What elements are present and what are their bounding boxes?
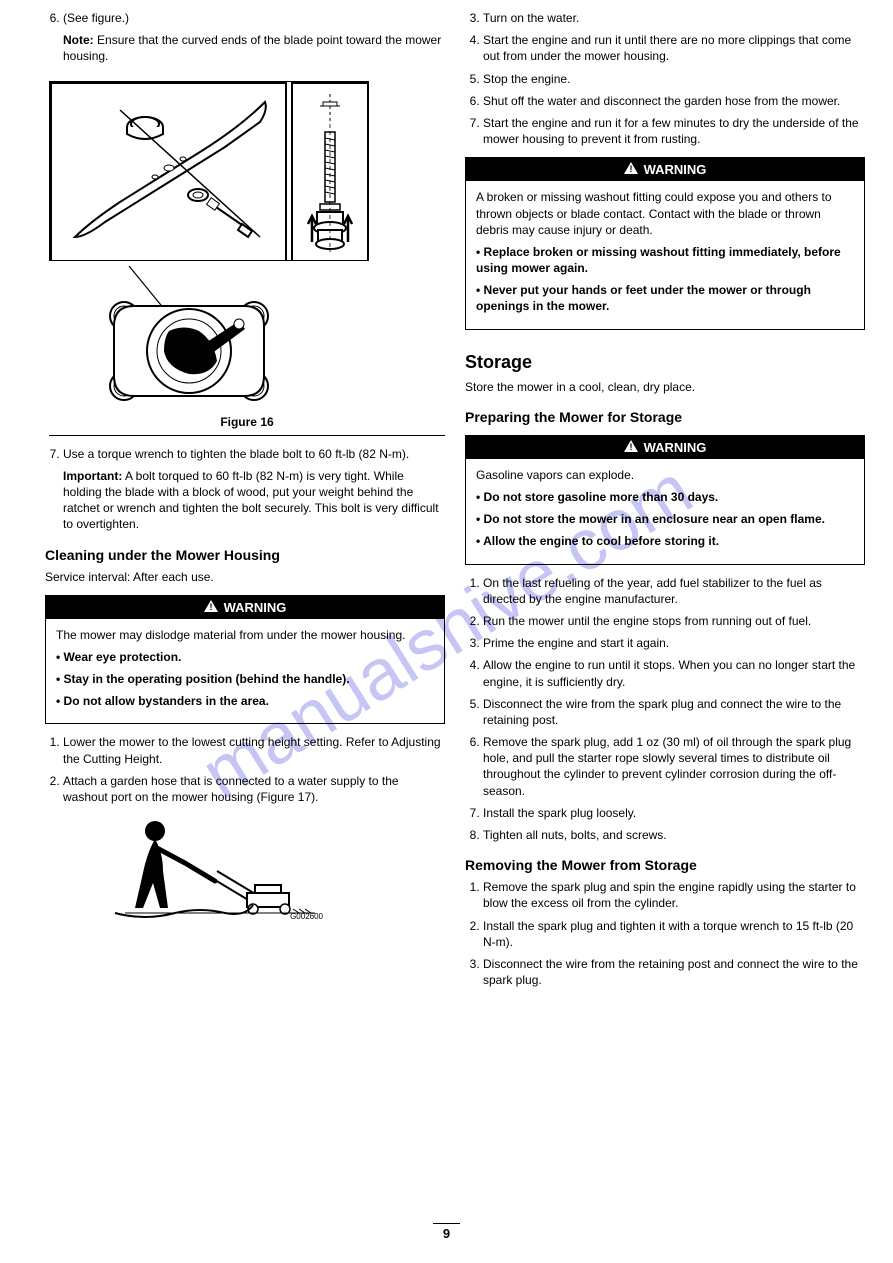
warning-3-body: Gasoline vapors can explode. • Do not st… xyxy=(466,459,864,564)
warning-1-b3: • Do not allow bystanders in the area. xyxy=(56,693,434,709)
svg-text:!: ! xyxy=(629,442,632,452)
page: manualshive.com (See figure.) Note: Ensu… xyxy=(0,0,893,1263)
note-label: Note: xyxy=(63,33,94,47)
clean-step-1: Lower the mower to the lowest cutting he… xyxy=(63,734,445,766)
prep-step-6: Remove the spark plug, add 1 oz (30 ml) … xyxy=(483,734,865,799)
warning-2-p1: A broken or missing washout fitting coul… xyxy=(476,189,854,238)
warning-3-header: ! WARNING xyxy=(466,436,864,459)
step-7: Use a torque wrench to tighten the blade… xyxy=(63,446,445,462)
left-steps-cont: (See figure.) xyxy=(45,10,445,26)
prep-step-7: Install the spark plug loosely. xyxy=(483,805,865,821)
cleaning-interval: Service interval: After each use. xyxy=(45,569,445,585)
warning-1-b2: • Stay in the operating position (behind… xyxy=(56,671,434,687)
warning-box-3: ! WARNING Gasoline vapors can explode. •… xyxy=(465,435,865,565)
fig16-rule xyxy=(49,435,445,436)
warning-1-title: WARNING xyxy=(224,600,287,615)
warning-1-header: ! WARNING xyxy=(46,596,444,619)
warning-icon: ! xyxy=(204,600,218,615)
storage-heading: Storage xyxy=(465,352,865,373)
prep-step-4: Allow the engine to run until it stops. … xyxy=(483,657,865,689)
fig16-caption: Figure 16 xyxy=(49,415,445,429)
left-step-7: Use a torque wrench to tighten the blade… xyxy=(45,446,445,462)
warning-2-body: A broken or missing washout fitting coul… xyxy=(466,181,864,328)
warning-2-b1: • Replace broken or missing washout fitt… xyxy=(476,244,854,276)
right-column: Turn on the water. Start the engine and … xyxy=(465,10,865,994)
remove-steps: Remove the spark plug and spin the engin… xyxy=(465,879,865,988)
remove-step-2: Install the spark plug and tighten it wi… xyxy=(483,918,865,950)
remove-step-3: Disconnect the wire from the retaining p… xyxy=(483,956,865,988)
note-text: Ensure that the curved ends of the blade… xyxy=(63,33,441,63)
warning-3-b1: • Do not store gasoline more than 30 day… xyxy=(476,489,854,505)
warning-3-b3: • Allow the engine to cool before storin… xyxy=(476,533,854,549)
important-label: Important: xyxy=(63,469,122,483)
prep-steps: On the last refueling of the year, add f… xyxy=(465,575,865,844)
warning-1-p1: The mower may dislodge material from und… xyxy=(56,627,434,643)
cleaning-heading: Cleaning under the Mower Housing xyxy=(45,547,445,563)
remove-heading: Removing the Mower from Storage xyxy=(465,857,865,873)
warning-box-2: ! WARNING A broken or missing washout fi… xyxy=(465,157,865,329)
storage-p: Store the mower in a cool, clean, dry pl… xyxy=(465,379,865,395)
step6-note: Note: Ensure that the curved ends of the… xyxy=(63,32,445,64)
figure-16: Figure 16 xyxy=(49,75,445,436)
warning-2-header: ! WARNING xyxy=(466,158,864,181)
warning-box-1: ! WARNING The mower may dislodge materia… xyxy=(45,595,445,725)
fig17-code: G002600 xyxy=(290,912,323,921)
remove-step-1: Remove the spark plug and spin the engin… xyxy=(483,879,865,911)
warning-3-title: WARNING xyxy=(644,440,707,455)
warning-2-b2: • Never put your hands or feet under the… xyxy=(476,282,854,314)
warning-2-title: WARNING xyxy=(644,162,707,177)
warning-1-body: The mower may dislodge material from und… xyxy=(46,619,444,724)
svg-text:!: ! xyxy=(209,602,212,612)
clean-step-5: Stop the engine. xyxy=(483,71,865,87)
page-number: 9 xyxy=(0,1223,893,1241)
figure-17-svg: G002600 xyxy=(105,813,335,923)
clean-step-2: Attach a garden hose that is connected t… xyxy=(63,773,445,805)
right-clean-steps: Turn on the water. Start the engine and … xyxy=(465,10,865,147)
prep-step-8: Tighten all nuts, bolts, and screws. xyxy=(483,827,865,843)
clean-step-3: Turn on the water. xyxy=(483,10,865,26)
warning-3-b2: • Do not store the mower in an enclosure… xyxy=(476,511,854,527)
figure-16-top xyxy=(49,81,369,261)
cleaning-steps: Lower the mower to the lowest cutting he… xyxy=(45,734,445,805)
figure-17: G002600 xyxy=(105,813,445,928)
warning-icon: ! xyxy=(624,162,638,177)
left-column: (See figure.) Note: Ensure that the curv… xyxy=(45,10,445,928)
step-6: (See figure.) xyxy=(63,10,445,26)
warning-3-p1: Gasoline vapors can explode. xyxy=(476,467,854,483)
prep-step-3: Prime the engine and start it again. xyxy=(483,635,865,651)
warning-icon: ! xyxy=(624,440,638,455)
warning-1-b1: • Wear eye protection. xyxy=(56,649,434,665)
prep-step-1: On the last refueling of the year, add f… xyxy=(483,575,865,607)
prep-heading: Preparing the Mower for Storage xyxy=(465,409,865,425)
prep-step-2: Run the mower until the engine stops fro… xyxy=(483,613,865,629)
clean-step-4: Start the engine and run it until there … xyxy=(483,32,865,64)
clean-step-7: Start the engine and run it for a few mi… xyxy=(483,115,865,147)
prep-step-5: Disconnect the wire from the spark plug … xyxy=(483,696,865,728)
figure-16-bottom xyxy=(49,266,369,406)
clean-step-6: Shut off the water and disconnect the ga… xyxy=(483,93,865,109)
svg-text:!: ! xyxy=(629,164,632,174)
step7-important: Important: A bolt torqued to 60 ft-lb (8… xyxy=(63,468,445,533)
